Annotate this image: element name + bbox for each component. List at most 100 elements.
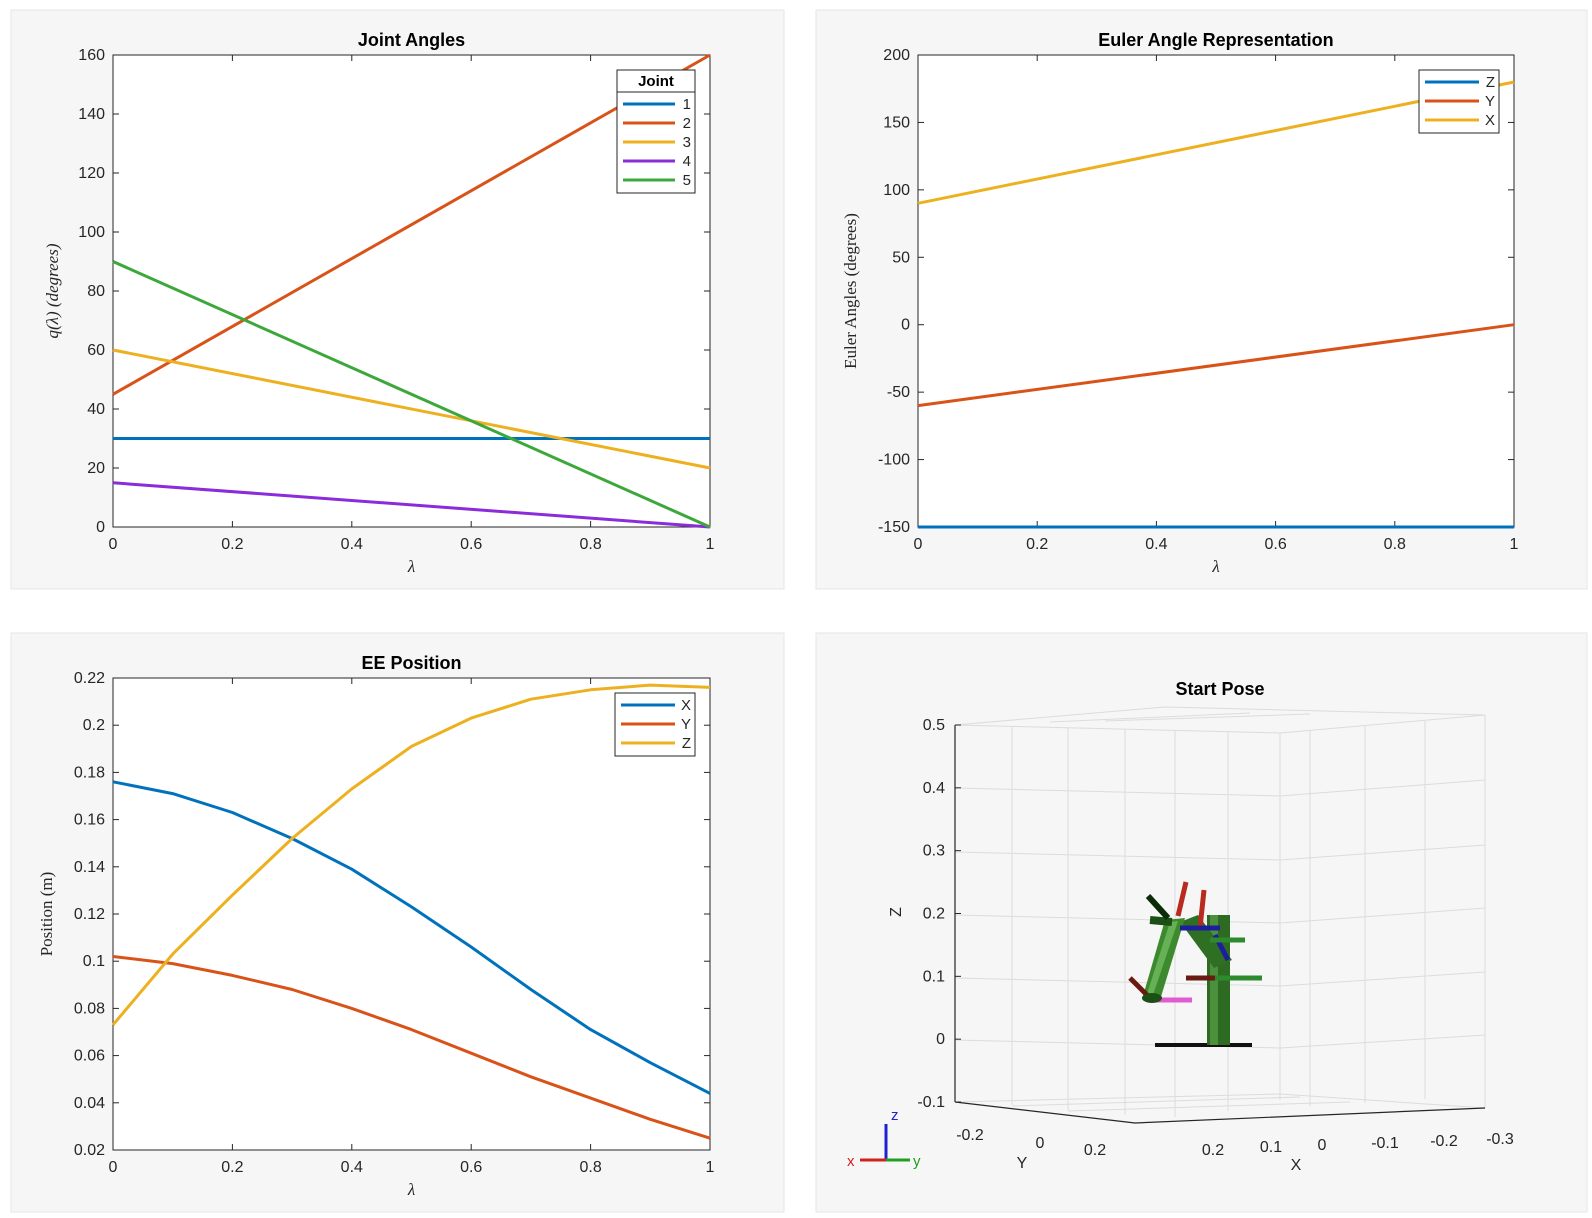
x-tick-label: 0.2	[1202, 1142, 1224, 1159]
y-tick-label: 0.14	[74, 859, 105, 876]
y-tick-label: -150	[878, 519, 910, 536]
y-tick-label: 0.1	[83, 953, 105, 970]
x-axis-label: X	[1291, 1157, 1302, 1174]
chart-title: Joint Angles	[358, 30, 465, 50]
y-axis-label: Euler Angles (degrees)	[841, 213, 860, 369]
y-axis-label: Y	[1017, 1155, 1028, 1172]
y-tick-label: 0.12	[74, 906, 105, 923]
x-tick-label: 0.4	[341, 536, 363, 553]
y-tick-label: 80	[87, 283, 105, 300]
y-tick-labels: -0.2 0 0.2	[956, 1127, 1106, 1159]
robot-model	[1128, 881, 1262, 1047]
legend: Joint 1 2 3 4 5	[616, 69, 696, 194]
orientation-triad: z x y	[847, 1107, 921, 1170]
y-tick-label: 50	[892, 249, 910, 266]
y-tick-label: 0.2	[1084, 1142, 1106, 1159]
legend-label: X	[681, 697, 691, 714]
chart-start-pose: Start Pose	[847, 679, 1514, 1174]
series-line-Z	[111, 683, 711, 1026]
x-tick-label: 0	[109, 536, 118, 553]
y-tick-label: 100	[78, 224, 105, 241]
chart-title: Euler Angle Representation	[1098, 30, 1333, 50]
y-tick-label: 160	[78, 47, 105, 64]
y-tick-label: 0.2	[83, 717, 105, 734]
x-tick-label: 0	[109, 1159, 118, 1176]
x-tick-label: 0.6	[1264, 536, 1286, 553]
series-line-3	[112, 348, 711, 470]
x-tick-label: 0	[914, 536, 923, 553]
x-axis-label: λ	[1211, 557, 1219, 576]
y-tick-label: 0.06	[74, 1048, 105, 1065]
y-tick-label: 140	[78, 106, 105, 123]
y-tick-label: 150	[883, 114, 910, 131]
series-line-Y	[917, 323, 1515, 408]
legend-label: 2	[683, 115, 691, 132]
triad-z-label: z	[891, 1107, 899, 1124]
legend: ZYX	[1418, 69, 1500, 134]
legend-label: 4	[683, 153, 691, 170]
x-axis-label: λ	[407, 557, 415, 576]
series-line-X	[917, 80, 1515, 205]
y-tick-label: 0	[1036, 1135, 1045, 1152]
x-axis-label: λ	[407, 1180, 415, 1199]
y-axis-label: q(λ) (degrees)	[43, 243, 62, 338]
y-tick-label: 0.18	[74, 764, 105, 781]
legend-box	[616, 69, 696, 194]
legend-label: Y	[681, 716, 691, 733]
legend-label: 1	[683, 96, 691, 113]
x-tick-label: 0.4	[1145, 536, 1167, 553]
y-tick-label: 60	[87, 342, 105, 359]
z-axis-label: Z	[888, 907, 905, 917]
chart-euler-angles: Euler Angle Representation 0 0.2 0.4 0.6 0.8 1…	[841, 30, 1519, 576]
x-tick-label: 0.8	[1384, 536, 1406, 553]
legend-title: Joint	[638, 73, 674, 90]
y-tick-label: -0.2	[956, 1127, 984, 1144]
x-tick-label: -0.1	[1371, 1135, 1399, 1152]
x-tick-label: 1	[1510, 536, 1519, 553]
chart-title: EE Position	[361, 653, 461, 673]
x-tick-label: 0.6	[460, 1159, 482, 1176]
z-tick-label: 0.4	[923, 780, 945, 797]
y-tick-label: 0.08	[74, 1000, 105, 1017]
legend-label: 5	[683, 172, 691, 189]
x-tick-label: 0.8	[579, 536, 601, 553]
legend-label: 3	[683, 134, 691, 151]
x-tick-label: 1	[706, 536, 715, 553]
x-tick-label: 0.1	[1260, 1139, 1282, 1156]
x-tick-label: 0.2	[1026, 536, 1048, 553]
z-tick-label: 0.1	[923, 968, 945, 985]
series-line-5	[112, 260, 711, 529]
x-tick-label: -0.3	[1486, 1131, 1514, 1148]
x-tick-label: 0.6	[460, 536, 482, 553]
y-tick-label: 40	[87, 401, 105, 418]
y-tick-label: 20	[87, 460, 105, 477]
legend-label: Z	[1486, 74, 1495, 91]
series-line-2	[112, 53, 711, 396]
y-tick-label: 0	[901, 317, 910, 334]
y-tick-label: 100	[883, 182, 910, 199]
chart-title: Start Pose	[1175, 679, 1264, 699]
y-tick-label: -50	[887, 384, 910, 401]
y-axis-label: Position (m)	[37, 872, 56, 957]
triad-x-label: x	[847, 1153, 855, 1170]
legend: XYZ	[614, 692, 696, 757]
series-line-Y	[112, 955, 711, 1140]
y-tick-label: 0.22	[74, 670, 105, 687]
y-tick-label: -100	[878, 452, 910, 469]
x-tick-label: -0.2	[1430, 1133, 1458, 1150]
x-tick-label: 0.4	[341, 1159, 363, 1176]
x-tick-label: 0.2	[221, 536, 243, 553]
legend-label: Z	[682, 735, 691, 752]
z-tick-label: 0.2	[923, 906, 945, 923]
x-tick-label: 0.2	[221, 1159, 243, 1176]
chart-ee-position: EE Position 0 0.2 0.4 0.6 0.8 1 0.02 0.04 0.06 0.0…	[37, 653, 715, 1199]
z-tick-label: 0.5	[923, 717, 945, 734]
z-tick-label: 0	[936, 1031, 945, 1048]
y-tick-label: 120	[78, 165, 105, 182]
legend-label: Y	[1485, 93, 1495, 110]
legend-label: X	[1485, 112, 1495, 129]
x-tick-labels: 0.2 0.1 0 -0.1 -0.2 -0.3	[1202, 1131, 1514, 1159]
series-line-X	[112, 780, 711, 1095]
